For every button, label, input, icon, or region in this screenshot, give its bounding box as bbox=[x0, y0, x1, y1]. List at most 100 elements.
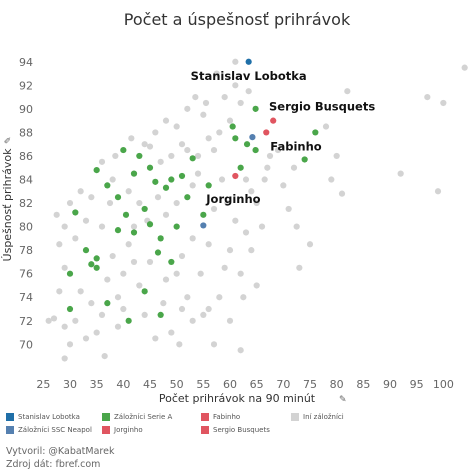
data-point bbox=[229, 123, 236, 130]
y-tick-label: 92 bbox=[19, 79, 33, 92]
x-tick-label: 85 bbox=[356, 378, 370, 391]
data-point bbox=[237, 347, 244, 354]
data-point bbox=[122, 211, 130, 218]
data-point bbox=[162, 276, 170, 283]
data-point bbox=[109, 176, 116, 183]
data-point bbox=[104, 276, 111, 283]
y-tick-label: 86 bbox=[19, 150, 33, 163]
data-point bbox=[285, 205, 292, 213]
data-point bbox=[434, 188, 442, 195]
x-tick-label: 50 bbox=[170, 378, 184, 391]
data-point bbox=[232, 172, 239, 180]
data-point bbox=[93, 264, 100, 271]
x-tick-label: 45 bbox=[143, 378, 157, 391]
data-point bbox=[397, 170, 404, 177]
data-point bbox=[56, 288, 63, 295]
y-axis-ticks: 70 72 74 76 78 80 82 84 86 88 90 92 94 bbox=[19, 56, 33, 352]
data-point bbox=[312, 129, 319, 136]
data-point bbox=[93, 166, 100, 174]
pin-icon: ✎ bbox=[339, 395, 347, 405]
x-tick-label: 90 bbox=[383, 378, 397, 391]
data-point bbox=[128, 135, 135, 142]
data-point bbox=[237, 164, 244, 171]
data-point bbox=[157, 158, 164, 165]
annotation-label: Sergio Busquets bbox=[269, 100, 375, 114]
data-point bbox=[136, 282, 143, 289]
legend-item: Iní záložníci bbox=[291, 413, 344, 421]
legend-item: Stanislav Lobotka bbox=[6, 413, 80, 421]
legend-item: Fabinho bbox=[201, 413, 240, 421]
x-tick-label: 60 bbox=[223, 378, 237, 391]
data-point bbox=[216, 129, 223, 136]
data-point bbox=[266, 152, 274, 160]
data-point bbox=[72, 235, 79, 242]
data-point bbox=[125, 241, 132, 248]
data-point bbox=[322, 123, 330, 130]
data-point bbox=[249, 134, 256, 141]
data-point bbox=[189, 235, 196, 242]
data-point bbox=[248, 247, 255, 254]
y-tick-label: 72 bbox=[19, 315, 33, 328]
data-point bbox=[221, 264, 228, 271]
x-axis-label: Počet prihrávok na 90 minút bbox=[159, 392, 316, 405]
data-point bbox=[146, 143, 154, 150]
data-point bbox=[88, 261, 95, 268]
data-point bbox=[224, 199, 231, 207]
annotations: Stanislav Lobotka Sergio Busquets Fabinho J… bbox=[191, 69, 376, 206]
data-point bbox=[101, 353, 108, 360]
x-tick-label: 40 bbox=[116, 378, 130, 391]
data-point bbox=[242, 229, 250, 236]
data-point bbox=[168, 329, 175, 336]
y-tick-label: 78 bbox=[19, 244, 33, 257]
y-tick-label: 80 bbox=[19, 221, 33, 234]
data-point bbox=[56, 241, 63, 248]
data-point bbox=[82, 247, 90, 254]
x-tick-label: 25 bbox=[36, 378, 50, 391]
data-point bbox=[184, 194, 191, 201]
data-point bbox=[152, 178, 159, 185]
legend-label: Záložníci Serie A bbox=[114, 413, 173, 421]
data-point bbox=[125, 317, 132, 324]
data-point bbox=[218, 176, 226, 183]
data-point bbox=[146, 164, 154, 171]
data-point bbox=[205, 305, 212, 313]
data-point bbox=[210, 146, 218, 154]
data-point bbox=[114, 194, 122, 201]
data-point bbox=[200, 211, 207, 218]
data-point bbox=[82, 335, 90, 342]
data-point bbox=[66, 305, 74, 313]
x-tick-label: 30 bbox=[63, 378, 77, 391]
data-point bbox=[200, 111, 207, 118]
data-point bbox=[130, 170, 138, 177]
data-point bbox=[205, 182, 212, 189]
data-point bbox=[88, 194, 95, 201]
data-point bbox=[248, 188, 255, 195]
data-point bbox=[192, 93, 199, 101]
data-point bbox=[61, 223, 68, 230]
data-point bbox=[50, 315, 58, 322]
annotation-label: Stanislav Lobotka bbox=[191, 69, 307, 83]
data-point bbox=[226, 117, 234, 124]
data-point bbox=[162, 184, 170, 191]
legend-swatch bbox=[201, 413, 209, 421]
data-point bbox=[93, 255, 100, 262]
data-points bbox=[45, 58, 468, 362]
data-point bbox=[178, 252, 186, 260]
legend-swatch bbox=[102, 413, 110, 421]
y-tick-label: 90 bbox=[19, 103, 33, 116]
y-tick-label: 76 bbox=[19, 268, 33, 281]
data-point bbox=[141, 288, 148, 295]
data-point bbox=[194, 170, 202, 177]
data-point bbox=[237, 99, 244, 107]
annotation-label: Jorginho bbox=[205, 192, 260, 206]
data-point bbox=[173, 270, 180, 277]
data-point bbox=[106, 199, 114, 207]
data-point bbox=[232, 135, 239, 142]
x-tick-label: 35 bbox=[90, 378, 104, 391]
data-point bbox=[252, 146, 259, 154]
y-tick-label: 94 bbox=[19, 56, 33, 69]
data-point bbox=[114, 323, 122, 330]
data-point bbox=[290, 164, 298, 171]
data-point bbox=[125, 188, 132, 195]
data-point bbox=[104, 182, 111, 189]
